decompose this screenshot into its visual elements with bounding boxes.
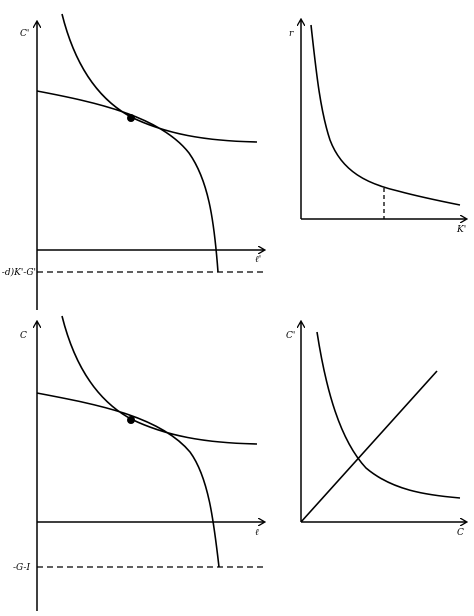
tr-capital-demand-curve xyxy=(310,24,461,206)
br-x-axis-label: C xyxy=(457,528,464,538)
tl-x-axis-label: ℓ' xyxy=(255,255,261,265)
tr-x-axis-label: K' xyxy=(456,225,466,235)
tl-intercept-label: -(1-d)K'-G' xyxy=(0,267,36,278)
tl-tangency-point xyxy=(127,114,135,122)
panel-top-right: r K' xyxy=(289,20,466,235)
tl-indifference-curve xyxy=(61,13,258,143)
br-indifference-curve xyxy=(316,331,461,499)
panel-bottom-left: C ℓ -G-I xyxy=(13,315,264,611)
panel-top-left: C' ℓ' -(1-d)K'-G' xyxy=(0,13,264,310)
tl-y-axis-label: C' xyxy=(20,29,29,39)
tl-production-frontier xyxy=(36,90,219,273)
tr-y-axis-label: r xyxy=(289,29,294,39)
bl-intercept-label: -G-I xyxy=(13,563,30,573)
panel-bottom-right: C' C xyxy=(286,322,466,538)
br-45-degree-line xyxy=(300,370,438,523)
bl-indifference-curve xyxy=(61,315,258,445)
bl-tangency-point xyxy=(127,416,135,424)
bl-production-frontier xyxy=(36,392,220,568)
bl-x-axis-label: ℓ xyxy=(255,528,259,538)
br-y-axis-label: C' xyxy=(286,331,295,341)
bl-y-axis-label: C xyxy=(20,331,27,341)
